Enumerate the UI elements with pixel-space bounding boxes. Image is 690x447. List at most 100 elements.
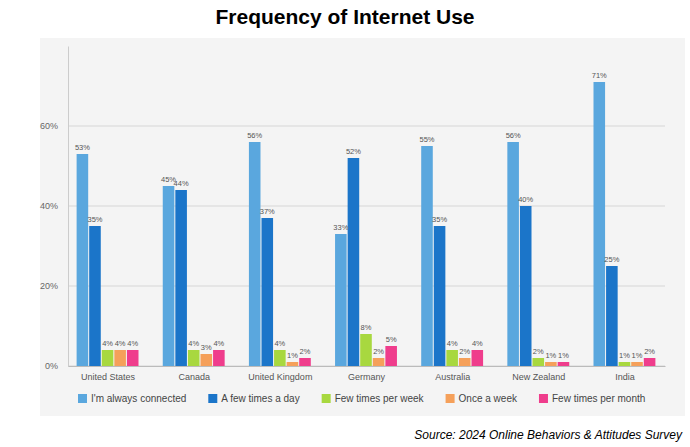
x-axis: United States Canada United Kingdom Germany… xyxy=(69,366,666,382)
data-label: 53% xyxy=(75,143,90,152)
data-label: 37% xyxy=(260,207,275,216)
data-label: 5% xyxy=(386,335,397,344)
data-label: 3% xyxy=(201,343,212,352)
x-tick-label: Australia xyxy=(435,372,470,382)
legend-label: Once a week xyxy=(459,393,518,404)
bar xyxy=(631,362,643,366)
legend-item: A few times a day xyxy=(208,393,299,404)
bar xyxy=(459,358,471,366)
data-labels: 53%45%56%33%55%56%71%35%44%37%52%35%40%2… xyxy=(75,71,655,360)
legend: I'm always connected A few times a day Few… xyxy=(78,393,645,404)
legend-item: Once a week xyxy=(446,393,518,404)
bar xyxy=(520,206,532,366)
bar xyxy=(77,154,89,366)
y-tick-label: 40% xyxy=(40,201,58,211)
grid-line xyxy=(68,206,665,207)
data-label: 52% xyxy=(346,147,361,156)
data-label: 2% xyxy=(373,347,384,356)
x-tick: Canada xyxy=(178,366,210,382)
data-label: 2% xyxy=(300,347,311,356)
data-label: 35% xyxy=(87,215,102,224)
bars xyxy=(77,82,656,366)
data-label: 1% xyxy=(545,351,556,360)
x-tick-label: United States xyxy=(81,372,136,382)
x-tick: United Kingdom xyxy=(248,366,312,382)
chart: Frequency of Internet Use 0% 20% 40% 60% Unit… xyxy=(0,0,690,447)
bar xyxy=(335,234,347,366)
legend-swatch xyxy=(78,394,87,403)
bar xyxy=(446,350,458,366)
y-tick: 60% xyxy=(40,121,68,131)
data-label: 1% xyxy=(632,351,643,360)
bar xyxy=(274,350,286,366)
x-tick-label: India xyxy=(615,372,635,382)
bar xyxy=(644,358,656,366)
data-label: 56% xyxy=(506,131,521,140)
data-label: 71% xyxy=(592,71,607,80)
bar xyxy=(472,350,484,366)
x-axis-line xyxy=(69,366,666,367)
bar xyxy=(507,142,519,366)
y-tick-label: 20% xyxy=(40,281,58,291)
bar xyxy=(163,186,175,366)
legend-swatch xyxy=(446,394,455,403)
x-tick: India xyxy=(615,366,635,382)
data-label: 4% xyxy=(102,339,113,348)
legend-item: I'm always connected xyxy=(78,393,186,404)
grid xyxy=(68,126,665,366)
bar xyxy=(299,358,311,366)
bar xyxy=(261,218,273,366)
y-tick: 40% xyxy=(40,201,68,211)
bar xyxy=(200,354,212,366)
data-label: 33% xyxy=(333,223,348,232)
bar xyxy=(619,362,631,366)
bar xyxy=(114,350,126,366)
data-label: 4% xyxy=(127,339,138,348)
y-axis-line xyxy=(68,47,69,367)
y-tick-label: 60% xyxy=(40,121,58,131)
data-label: 55% xyxy=(419,135,434,144)
legend-swatch xyxy=(322,394,331,403)
y-tick: 0% xyxy=(45,361,68,371)
bar xyxy=(434,226,446,366)
panel xyxy=(40,38,685,416)
x-tick: Australia xyxy=(435,366,470,382)
data-label: 4% xyxy=(213,339,224,348)
legend-label: Few times per week xyxy=(335,393,425,404)
bar xyxy=(545,362,557,366)
data-label: 8% xyxy=(361,323,372,332)
source: Source: 2024 Online Behaviors & Attitude… xyxy=(414,428,683,442)
legend-label: I'm always connected xyxy=(91,393,186,404)
bar xyxy=(188,350,200,366)
bar xyxy=(127,350,139,366)
data-label: 4% xyxy=(472,339,483,348)
title: Frequency of Internet Use xyxy=(215,5,474,28)
data-label: 40% xyxy=(518,195,533,204)
bar xyxy=(360,334,372,366)
x-tick: New Zealand xyxy=(512,366,565,382)
data-label: 44% xyxy=(174,179,189,188)
bar xyxy=(287,362,299,366)
x-tick-label: Germany xyxy=(348,372,386,382)
bar xyxy=(213,350,225,366)
data-label: 2% xyxy=(644,347,655,356)
bar xyxy=(102,350,114,366)
bar xyxy=(558,362,570,366)
x-tick-label: Canada xyxy=(178,372,210,382)
grid-line xyxy=(68,286,665,287)
plot: 0% 20% 40% 60% United States Canada United Kin… xyxy=(40,47,666,383)
legend-label: Few times per month xyxy=(552,393,645,404)
x-tick: Germany xyxy=(348,366,386,382)
bar xyxy=(175,190,187,366)
y-tick: 20% xyxy=(40,281,68,291)
legend-swatch xyxy=(208,394,217,403)
legend-item: Few times per month xyxy=(539,393,645,404)
x-tick: United States xyxy=(81,366,136,382)
x-tick-label: United Kingdom xyxy=(248,372,312,382)
data-label: 1% xyxy=(619,351,630,360)
y-axis: 0% 20% 40% 60% xyxy=(40,47,69,372)
bar xyxy=(249,142,261,366)
data-label: 56% xyxy=(247,131,262,140)
bar xyxy=(89,226,101,366)
y-tick-label: 0% xyxy=(45,361,58,371)
